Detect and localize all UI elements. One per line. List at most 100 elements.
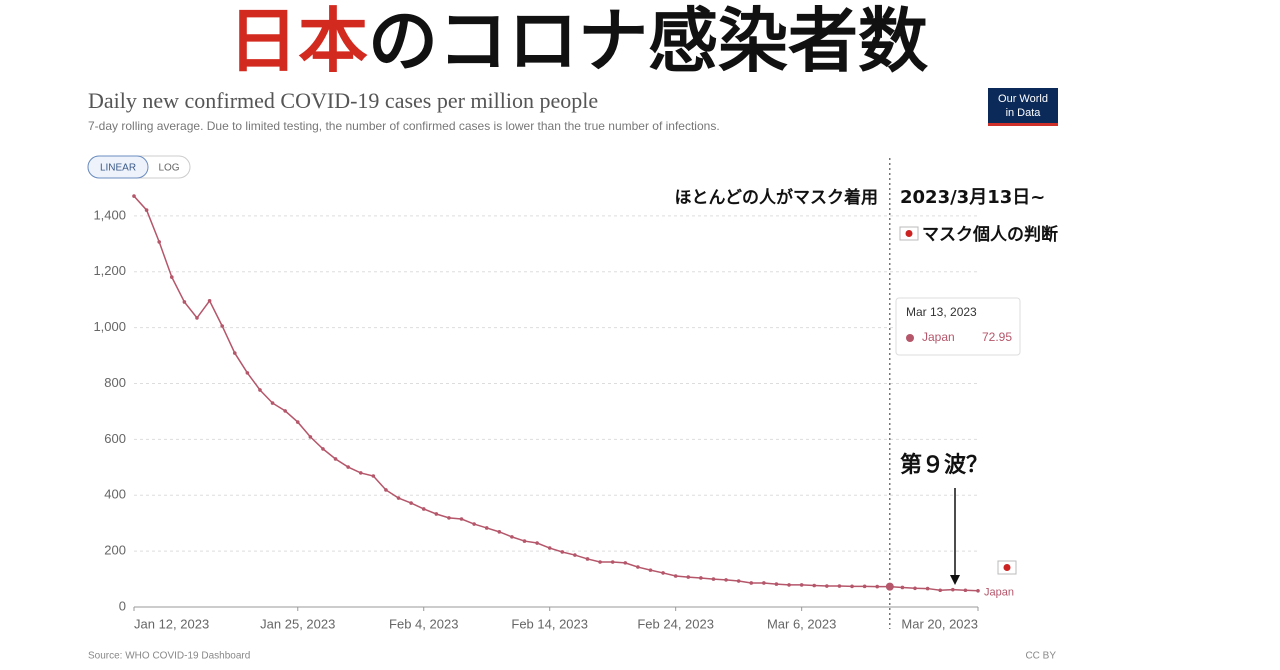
data-point bbox=[938, 588, 943, 593]
data-point bbox=[837, 584, 842, 588]
data-point bbox=[421, 507, 426, 511]
log-label[interactable]: LOG bbox=[158, 163, 179, 174]
data-point bbox=[875, 584, 880, 589]
x-tick-label: Feb 24, 2023 bbox=[637, 616, 714, 631]
y-tick-label: 600 bbox=[104, 431, 126, 446]
data-point bbox=[623, 561, 628, 565]
annotation-before: ほとんどの人がマスク着用 bbox=[675, 187, 879, 208]
x-tick-label: Feb 4, 2023 bbox=[389, 616, 458, 631]
x-tick-label: Jan 12, 2023 bbox=[134, 616, 209, 631]
data-point bbox=[547, 546, 552, 550]
data-point bbox=[787, 583, 791, 587]
data-point bbox=[699, 576, 703, 580]
logo-text: in Data bbox=[1006, 107, 1042, 119]
logo-text: Our World bbox=[998, 93, 1048, 105]
chart-subtitle: 7-day rolling average. Due to limited te… bbox=[88, 119, 720, 133]
data-point bbox=[283, 409, 287, 413]
data-point bbox=[724, 578, 728, 582]
data-point bbox=[144, 208, 149, 212]
data-point bbox=[951, 587, 955, 592]
data-point bbox=[132, 194, 136, 198]
data-point bbox=[371, 474, 376, 478]
y-tick-label: 200 bbox=[104, 543, 126, 558]
data-point bbox=[749, 581, 754, 585]
data-point bbox=[862, 584, 867, 589]
data-point bbox=[560, 550, 565, 554]
annotation-date: 2023/3月13日~ bbox=[900, 187, 1045, 208]
data-point bbox=[850, 584, 854, 589]
data-point bbox=[484, 526, 489, 530]
headline-highlight: 日本 bbox=[228, 0, 368, 82]
data-line bbox=[133, 195, 979, 592]
y-tick-label: 0 bbox=[119, 598, 126, 613]
y-tick-label: 400 bbox=[104, 487, 126, 502]
data-point bbox=[472, 522, 476, 526]
license: CC BY bbox=[1025, 651, 1056, 662]
data-point bbox=[295, 420, 300, 424]
data-point bbox=[885, 582, 894, 591]
data-point bbox=[447, 516, 451, 520]
data-point bbox=[812, 583, 817, 588]
data-point bbox=[169, 275, 174, 279]
linear-label[interactable]: LINEAR bbox=[100, 163, 136, 174]
data-point bbox=[535, 541, 539, 545]
data-point bbox=[321, 447, 325, 451]
x-tick-label: Jan 25, 2023 bbox=[260, 616, 335, 631]
data-point bbox=[207, 299, 212, 303]
source: Source: WHO COVID-19 Dashboard bbox=[88, 651, 250, 662]
data-point bbox=[774, 582, 779, 586]
linear-button[interactable] bbox=[87, 155, 149, 179]
series-label: Japan bbox=[984, 587, 1014, 599]
data-point bbox=[673, 574, 678, 578]
tooltip-series: Japan bbox=[922, 330, 955, 344]
data-point bbox=[661, 571, 665, 575]
data-point bbox=[409, 501, 413, 505]
data-point bbox=[510, 535, 514, 539]
data-point bbox=[636, 565, 640, 569]
y-tick-label: 1,000 bbox=[93, 319, 126, 334]
x-tick-label: Feb 14, 2023 bbox=[511, 616, 588, 631]
tooltip-dot bbox=[906, 334, 914, 342]
logo-bar bbox=[988, 123, 1058, 126]
data-point bbox=[925, 586, 930, 591]
data-point bbox=[598, 560, 602, 564]
data-point bbox=[913, 586, 917, 591]
data-point bbox=[610, 560, 615, 564]
flag-dot bbox=[1003, 564, 1011, 571]
data-point bbox=[220, 324, 224, 328]
data-point bbox=[799, 583, 804, 587]
chart-title: Daily new confirmed COVID-19 cases per m… bbox=[88, 88, 598, 113]
data-point bbox=[358, 471, 363, 475]
y-tick-label: 1,200 bbox=[93, 263, 126, 278]
flag-dot bbox=[905, 230, 913, 237]
data-point bbox=[270, 401, 275, 405]
data-point bbox=[258, 388, 262, 392]
data-point bbox=[900, 585, 905, 590]
data-point bbox=[711, 577, 716, 581]
data-point bbox=[963, 588, 968, 593]
data-point bbox=[497, 530, 502, 534]
annotation-wave: 第９波？ bbox=[900, 452, 988, 478]
data-point bbox=[736, 579, 741, 583]
y-tick-label: 800 bbox=[104, 375, 126, 390]
data-point bbox=[346, 465, 350, 469]
headline-rest: のコロナ感染者数 bbox=[368, 0, 928, 82]
data-point bbox=[976, 588, 980, 593]
y-tick-label: 1,400 bbox=[93, 207, 126, 222]
annotation-after: マスク個人の判断 bbox=[922, 224, 1058, 245]
data-point bbox=[522, 539, 527, 543]
logo bbox=[988, 88, 1058, 126]
data-point bbox=[245, 371, 250, 375]
arrow-head bbox=[950, 575, 960, 585]
tooltip-date: Mar 13, 2023 bbox=[906, 305, 977, 319]
x-tick-label: Mar 6, 2023 bbox=[767, 616, 836, 631]
data-point bbox=[157, 240, 161, 244]
data-point bbox=[384, 488, 388, 492]
data-point bbox=[232, 351, 237, 355]
data-point bbox=[825, 584, 829, 588]
data-point bbox=[308, 435, 313, 439]
headline: 日本のコロナ感染者数 bbox=[228, 0, 928, 82]
data-point bbox=[333, 457, 338, 461]
